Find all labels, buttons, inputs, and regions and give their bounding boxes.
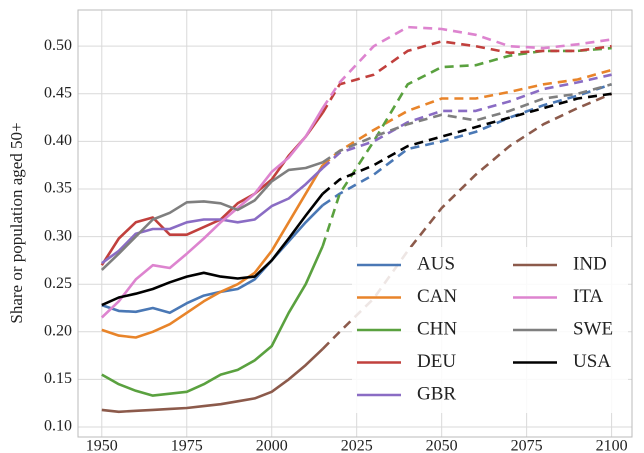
- legend-label: IND: [573, 253, 607, 274]
- history-line: [100, 107, 324, 319]
- projection-line: [321, 73, 612, 169]
- x-tick-label: 1950: [86, 438, 118, 453]
- x-tick-label: 2075: [511, 438, 543, 453]
- plot-frame: [77, 9, 633, 438]
- y-tick-label: 0.50: [44, 37, 72, 54]
- x-tick-label: 2000: [256, 438, 288, 453]
- legend-label: ITA: [573, 286, 603, 307]
- y-tick-label: 0.45: [44, 84, 72, 101]
- y-tick-label: 0.10: [44, 418, 72, 435]
- legend-label: GBR: [417, 383, 456, 404]
- legend-label: DEU: [417, 351, 456, 372]
- y-tick-label: 0.35: [44, 180, 72, 197]
- y-tick-label: 0.30: [44, 227, 72, 244]
- projection-line: [321, 83, 613, 207]
- history-line: [101, 347, 324, 414]
- y-tick-label: 0.25: [44, 275, 72, 292]
- x-tick-label: 2100: [596, 438, 628, 453]
- legend-label: CAN: [417, 286, 457, 307]
- legend-label: AUS: [417, 253, 455, 274]
- projection-line: [321, 83, 612, 164]
- legend-label: CHN: [417, 318, 457, 339]
- history-line: [101, 164, 324, 339]
- history-line: [101, 192, 324, 307]
- projection-line: [321, 68, 612, 167]
- y-axis-label: Share or population aged 50+: [7, 122, 26, 323]
- x-tick-label: 2025: [341, 438, 373, 453]
- projection-line: [321, 40, 612, 114]
- projection-line: [321, 25, 612, 109]
- y-tick-label: 0.20: [44, 322, 72, 339]
- history-line: [101, 204, 324, 315]
- x-tick-label: 1975: [171, 438, 203, 453]
- y-tick-label: 0.40: [44, 132, 72, 149]
- legend-label: SWE: [573, 318, 613, 339]
- y-tick-label: 0.15: [44, 370, 72, 387]
- legend-label: USA: [573, 351, 611, 372]
- x-tick-label: 2050: [426, 438, 458, 453]
- projection-line: [321, 92, 612, 195]
- history-line: [101, 245, 324, 397]
- history-line: [100, 161, 324, 271]
